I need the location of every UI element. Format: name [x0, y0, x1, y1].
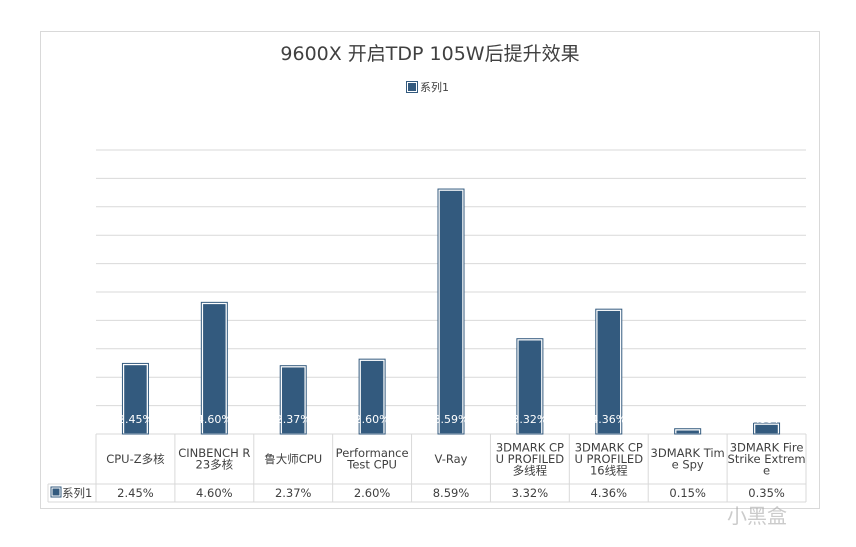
watermark-logo: 小黑盒: [727, 504, 787, 528]
table-legend-swatch-outline: [50, 486, 62, 498]
bar-outline: [358, 358, 386, 435]
data-label: 3.32%: [512, 413, 547, 426]
category-label: Strike Extrem: [728, 452, 806, 466]
category-label: 23多核: [196, 458, 234, 472]
data-label: 2.37%: [276, 413, 311, 426]
category-label: 3DMARK CP: [496, 440, 564, 454]
bar-outline: [437, 188, 465, 435]
category-label: 鲁大师CPU: [264, 452, 322, 466]
table-value: 2.45%: [117, 486, 154, 500]
category-label: U PROFILED: [496, 452, 565, 466]
category-label: V-Ray: [435, 452, 468, 466]
table-value: 0.15%: [669, 486, 706, 500]
bar-outline: [674, 428, 702, 435]
category-label: e Spy: [672, 458, 704, 472]
table-value: 0.35%: [748, 486, 785, 500]
category-label: 3DMARK Fire: [730, 440, 804, 454]
bar-outline: [279, 365, 307, 435]
bar-outline: [516, 338, 544, 435]
bar: [280, 365, 306, 435]
table-legend-swatch: [51, 487, 61, 497]
legend-swatch: [406, 81, 418, 93]
table-value: 4.60%: [196, 486, 233, 500]
table-value: 8.59%: [433, 486, 470, 500]
category-label: 3DMARK CP: [575, 440, 643, 454]
table-value: 4.36%: [591, 486, 628, 500]
table-value: 3.32%: [512, 486, 549, 500]
category-label: 多线程: [513, 463, 548, 477]
bar: [438, 189, 464, 435]
table-series-name: 系列1: [62, 486, 92, 500]
data-label: 2.60%: [355, 413, 390, 426]
bar: [517, 338, 543, 435]
category-label: CINBENCH R: [178, 446, 250, 460]
chart-title: 9600X 开启TDP 105W后提升效果: [280, 43, 580, 65]
bar-outline: [200, 301, 228, 435]
bar-outline: [595, 308, 623, 435]
category-label: e: [763, 463, 770, 477]
data-label: 0.15%: [670, 413, 705, 426]
legend-label: 系列1: [420, 81, 449, 94]
category-label: U PROFILED: [574, 452, 643, 466]
data-label: 4.36%: [591, 413, 626, 426]
table-value: 2.37%: [275, 486, 312, 500]
category-label: 16线程: [590, 463, 628, 477]
legend: 系列1: [406, 79, 449, 95]
table-value: 2.60%: [354, 486, 391, 500]
data-label: 8.59%: [434, 413, 469, 426]
category-label: Test CPU: [346, 458, 397, 472]
data-label: 2.45%: [118, 413, 153, 426]
category-label: 3DMARK Tim: [651, 446, 725, 460]
bar-outline: [753, 422, 781, 435]
bar-outline: [121, 362, 149, 435]
data-label: 0.35%: [749, 413, 784, 426]
bar: [596, 309, 622, 435]
category-label: Performance: [336, 446, 409, 460]
bar: [674, 428, 701, 435]
category-label: CPU-Z多核: [106, 452, 165, 466]
data-label: 4.60%: [197, 413, 232, 426]
